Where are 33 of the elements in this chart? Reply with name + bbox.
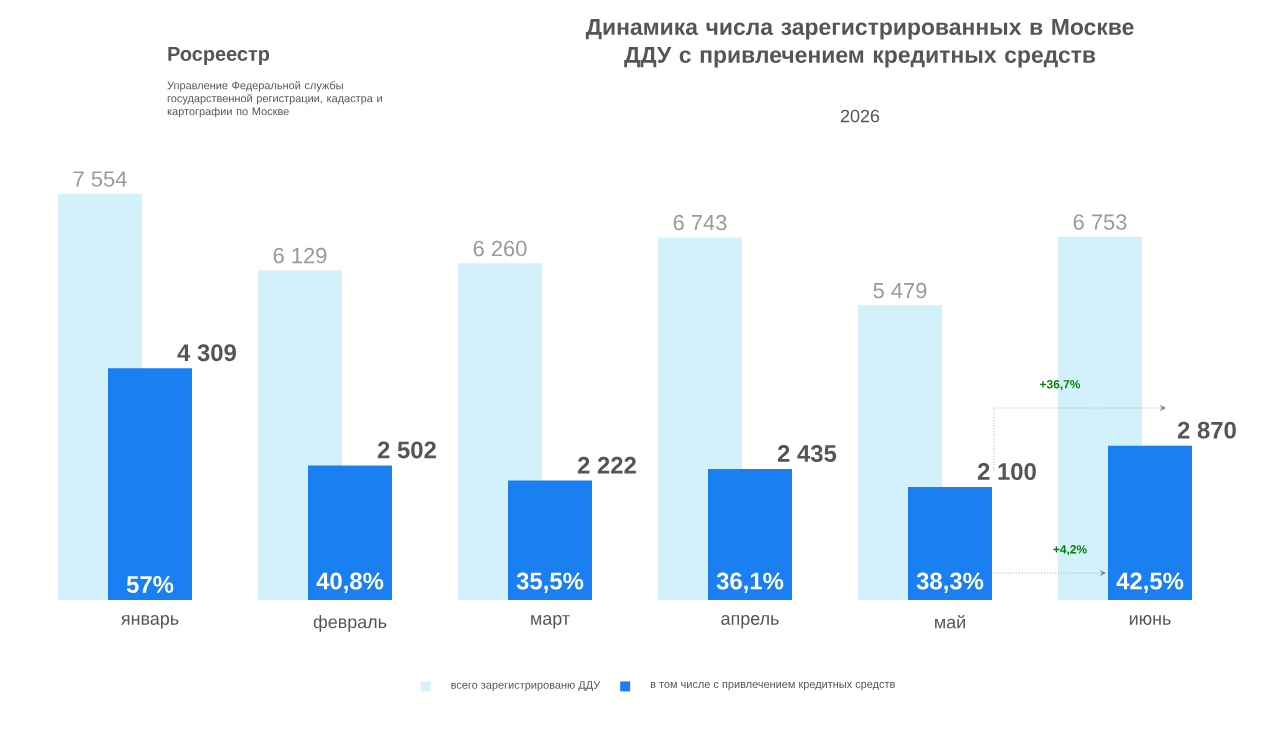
x-tick-label: февраль: [313, 615, 387, 632]
annotation: 36,1%: [716, 572, 784, 593]
data-label: 2 435: [777, 445, 837, 463]
data-label: 4 309: [177, 344, 236, 362]
data-label: 2 502: [377, 441, 436, 459]
chart-subtitle: 2026: [840, 109, 880, 123]
annotation: 35,5%: [516, 572, 584, 593]
annotation: 57%: [126, 576, 174, 593]
bar: [108, 368, 192, 600]
bar: [1108, 445, 1192, 600]
data-label: 6 743: [673, 214, 727, 231]
bar: [508, 480, 592, 600]
data-label: 6 129: [273, 247, 327, 264]
data-label: 6 753: [1073, 214, 1127, 230]
x-tick-label: май: [935, 615, 965, 629]
data-label: 5 479: [873, 282, 927, 299]
data-label: 2 222: [577, 456, 636, 474]
annotation: 42,5%: [1116, 572, 1184, 593]
x-tick-label: июнь: [1129, 615, 1171, 625]
bar: [708, 469, 792, 600]
data-label: 2 870: [1177, 421, 1236, 439]
text: Росреестр: [168, 47, 270, 65]
annotation: 38,3%: [916, 572, 984, 593]
annotation: 40,8%: [316, 572, 384, 593]
bar: [308, 465, 392, 600]
data-label: 2 100: [977, 463, 1036, 481]
bar: [908, 487, 992, 600]
x-tick-label: апрель: [721, 615, 779, 629]
data-label: 7 554: [73, 171, 127, 187]
data-label: 6 260: [473, 240, 527, 257]
chart-title: Динамика числа зарегистрированных в Москве ДДУ с привлечением кредитных средств: [585, 19, 1134, 68]
x-tick-label: январь: [121, 615, 179, 629]
x-tick-label: март: [531, 615, 570, 629]
